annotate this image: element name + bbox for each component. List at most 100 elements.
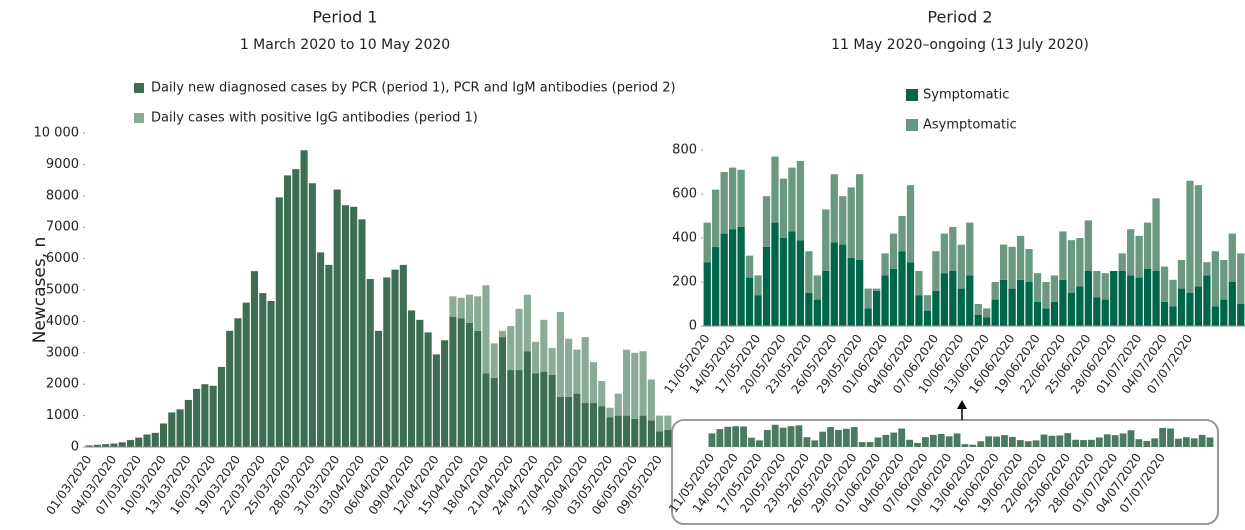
y-tick-label: 4000 xyxy=(46,314,79,329)
bar xyxy=(474,296,482,331)
bar xyxy=(664,429,672,447)
bar xyxy=(399,264,407,447)
bar xyxy=(498,330,507,338)
bar xyxy=(1118,253,1126,271)
overview-bar xyxy=(819,431,827,447)
bar xyxy=(728,229,737,326)
bar xyxy=(449,296,457,317)
overview-bar xyxy=(890,432,898,447)
bar xyxy=(432,354,440,447)
bar xyxy=(457,318,465,447)
overview-bar xyxy=(922,437,929,447)
y-tick-label: 600 xyxy=(672,187,697,202)
overview-bar xyxy=(882,434,890,447)
arrow-head xyxy=(957,400,967,409)
bar xyxy=(754,295,762,326)
overview-bar xyxy=(755,440,763,447)
bar xyxy=(1076,286,1084,326)
bar xyxy=(1203,275,1211,326)
bar xyxy=(259,293,267,447)
bar xyxy=(822,209,830,271)
bar xyxy=(1220,260,1228,300)
legend-swatch xyxy=(906,119,918,131)
bar xyxy=(515,370,523,447)
overview-bar xyxy=(1159,427,1167,447)
overview-bar xyxy=(1064,433,1072,447)
bar xyxy=(737,227,745,326)
bar xyxy=(1008,288,1016,326)
bar xyxy=(830,174,838,243)
overview-bar xyxy=(961,444,969,447)
bar xyxy=(796,240,805,326)
bar xyxy=(762,196,771,247)
bar xyxy=(126,440,135,447)
bar xyxy=(999,244,1008,280)
legend-label: Symptomatic xyxy=(923,88,1009,103)
overview-bar xyxy=(850,427,858,447)
bar xyxy=(983,308,991,318)
y-tick-label: 6000 xyxy=(46,251,79,266)
bar xyxy=(515,308,523,371)
bar xyxy=(490,377,498,447)
bar xyxy=(906,185,915,263)
bar xyxy=(974,315,982,326)
bar xyxy=(796,161,805,241)
bar xyxy=(745,277,754,326)
bar xyxy=(93,444,101,447)
bar xyxy=(940,233,949,274)
overview-bar xyxy=(724,426,732,447)
overview-bar xyxy=(937,434,945,447)
overview-bar xyxy=(1182,437,1190,447)
overview-bar xyxy=(945,436,953,447)
bar xyxy=(889,268,898,326)
bar xyxy=(983,317,991,326)
bar xyxy=(631,418,639,447)
overview-bar xyxy=(1048,435,1056,447)
bar xyxy=(490,343,498,378)
bar xyxy=(523,294,531,352)
bar xyxy=(1101,299,1109,326)
bar xyxy=(275,197,283,447)
overview-bar xyxy=(779,427,787,447)
bar xyxy=(308,183,316,448)
bar xyxy=(1169,306,1177,326)
overview-bar xyxy=(1198,434,1206,447)
overview-bar xyxy=(1024,441,1032,447)
overview-bar xyxy=(803,437,811,447)
bar xyxy=(300,150,308,447)
bar xyxy=(1101,273,1109,300)
bar xyxy=(465,294,473,323)
bar xyxy=(881,275,889,326)
bar xyxy=(374,330,383,447)
y-tick-label: 200 xyxy=(672,275,697,290)
bar xyxy=(532,341,540,374)
bar xyxy=(622,349,631,416)
overview-bar xyxy=(985,436,993,447)
bar xyxy=(779,238,788,326)
overview-bar xyxy=(898,428,906,447)
overview-bar xyxy=(795,425,803,447)
bar xyxy=(143,434,151,447)
overview-bar xyxy=(740,426,747,447)
bar xyxy=(703,222,711,263)
bar xyxy=(176,409,184,447)
bar xyxy=(1033,273,1042,302)
bar xyxy=(631,352,639,419)
bar xyxy=(168,412,176,447)
overview-bar xyxy=(1119,433,1127,447)
overview-bar xyxy=(1032,440,1040,447)
bar xyxy=(267,300,275,447)
bar xyxy=(250,271,259,447)
overview-bar xyxy=(906,439,914,447)
bar xyxy=(805,293,813,326)
bar xyxy=(193,388,201,447)
bar xyxy=(923,295,932,311)
bar xyxy=(1152,198,1160,271)
bar xyxy=(573,349,581,394)
bar xyxy=(614,415,622,447)
bar xyxy=(656,431,664,447)
bar xyxy=(779,178,788,238)
bar xyxy=(441,340,449,447)
bar xyxy=(317,252,325,447)
bar xyxy=(1067,293,1076,326)
